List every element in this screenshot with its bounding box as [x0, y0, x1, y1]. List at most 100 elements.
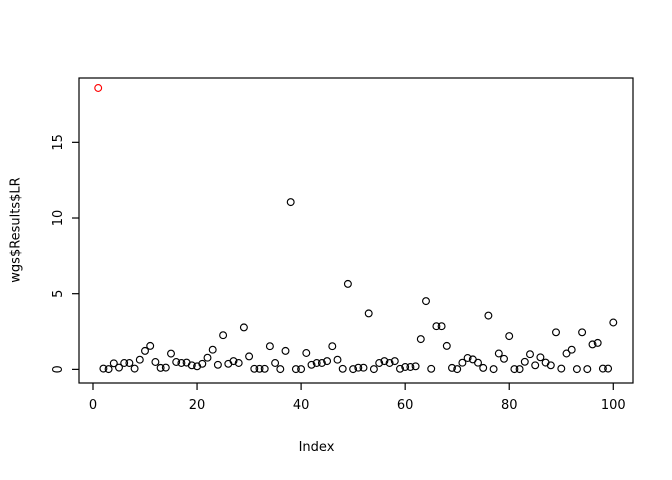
data-point [260, 364, 269, 373]
data-point [213, 360, 222, 369]
data-point [463, 354, 472, 362]
data-point [115, 363, 123, 372]
data-point [369, 365, 378, 374]
data-point [317, 359, 326, 367]
data-point [203, 353, 212, 362]
data-point [411, 362, 420, 371]
data-point [323, 357, 332, 366]
data-point [474, 358, 482, 367]
data-point [385, 359, 394, 367]
data-point [125, 359, 134, 367]
data-point [265, 342, 274, 351]
data-point [177, 359, 186, 367]
data-point [458, 358, 467, 367]
data-point [245, 352, 254, 361]
data-point [354, 363, 363, 372]
data-point [99, 364, 108, 373]
y-tick-label: 10 [51, 210, 66, 227]
data-point [593, 338, 602, 347]
data-point [219, 331, 228, 340]
data-point [520, 357, 529, 366]
data-point [208, 345, 217, 354]
data-point [271, 359, 280, 367]
data-point [286, 198, 295, 207]
data-point [141, 346, 149, 355]
data-point [546, 361, 555, 370]
data-point [120, 359, 129, 367]
data-point [146, 341, 155, 350]
data-point [104, 365, 113, 374]
data-point [448, 363, 456, 372]
data-point [510, 365, 519, 374]
y-axis-label: wgs$Results$LR [8, 177, 24, 283]
data-point [437, 322, 446, 331]
data-point [312, 359, 321, 367]
data-point [500, 354, 508, 363]
data-point [390, 357, 399, 366]
y-tick-label: 0 [51, 365, 66, 373]
data-point [583, 365, 592, 374]
data-point [552, 328, 560, 337]
data-point [161, 363, 170, 372]
data-point [281, 346, 290, 355]
data-point [187, 361, 196, 370]
data-point [432, 322, 441, 331]
data-point [359, 363, 368, 372]
y-tick-label: 15 [51, 134, 66, 151]
highlighted-data-point [94, 84, 103, 92]
data-point [364, 309, 373, 318]
data-point [198, 359, 207, 368]
data-point [494, 349, 503, 358]
data-point [234, 359, 243, 367]
data-point [307, 360, 316, 369]
data-point [531, 361, 540, 370]
data-point [302, 349, 311, 357]
data-point [406, 363, 415, 371]
data-point [536, 353, 545, 362]
x-tick-label: 60 [397, 398, 414, 413]
x-tick-label: 0 [89, 398, 97, 413]
data-point [229, 357, 238, 366]
data-point [250, 364, 259, 373]
data-point [135, 355, 144, 364]
data-point [416, 335, 425, 344]
data-point [349, 365, 358, 374]
data-point [453, 365, 462, 374]
y-tick-label: 5 [51, 290, 66, 298]
data-point [172, 358, 181, 366]
data-point [109, 359, 118, 368]
data-point [130, 364, 139, 373]
x-tick-label: 40 [293, 398, 310, 413]
data-point [604, 364, 613, 373]
data-point [562, 349, 571, 358]
data-point [333, 355, 342, 364]
data-point [479, 363, 488, 372]
data-point [609, 318, 618, 327]
data-point [297, 365, 306, 374]
data-point [526, 350, 534, 359]
x-tick-label: 20 [189, 398, 206, 413]
x-tick-label: 80 [501, 398, 518, 413]
data-point [578, 328, 587, 337]
data-point [427, 364, 436, 373]
data-point [328, 342, 337, 351]
data-point [375, 359, 384, 367]
plot-box [78, 77, 634, 384]
data-point [401, 363, 410, 371]
data-point [380, 357, 389, 366]
data-point [588, 340, 597, 349]
data-point [489, 365, 498, 374]
data-point [343, 279, 352, 288]
data-point [557, 364, 566, 373]
data-point [276, 365, 285, 374]
data-point [156, 363, 165, 372]
data-point [515, 365, 524, 374]
data-point [484, 311, 493, 320]
data-point [255, 364, 264, 373]
data-point [338, 364, 347, 373]
data-point [442, 341, 451, 350]
data-point [505, 332, 514, 341]
data-point [422, 297, 430, 306]
